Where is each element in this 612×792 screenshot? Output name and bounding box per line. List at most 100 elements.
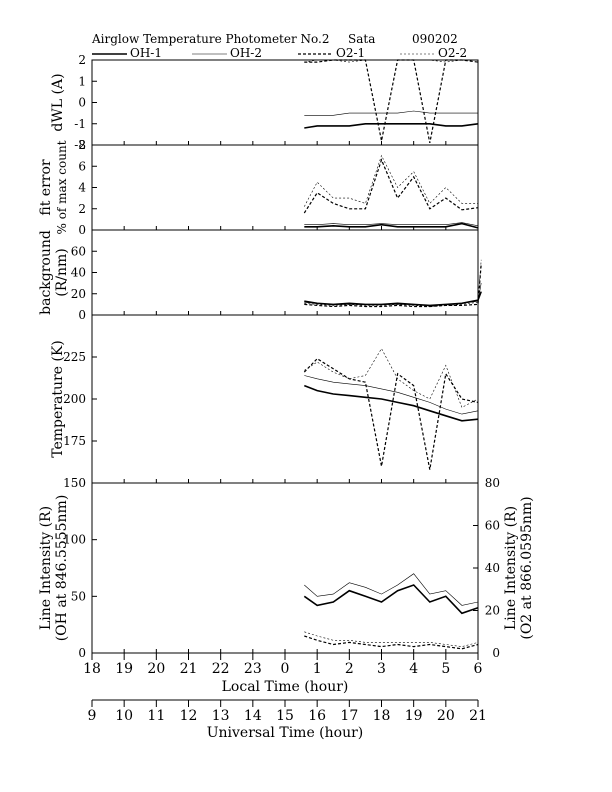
series-line-o2-2 [304, 347, 479, 408]
y-tick-label: 6 [78, 159, 86, 173]
series-line-oh-2 [304, 375, 479, 415]
series-line-oh-2 [304, 222, 479, 227]
y-tick-label: 0 [78, 308, 86, 322]
y-axis-label: Line Intensity (R) [38, 506, 54, 630]
y-tick-label: 50 [71, 589, 86, 603]
universal-time-tick-label: 17 [340, 708, 358, 724]
series-line-o2-1 [303, 158, 479, 214]
y-tick-label: 2 [78, 202, 86, 216]
y-axis-label: (R/nm) [54, 248, 70, 296]
series-line-o2-1 [304, 59, 479, 144]
legend-item: O2-2 [400, 46, 467, 60]
y-axis-label: % of max count [55, 140, 69, 234]
series-line-oh-1 [303, 584, 479, 615]
y-tick-label: 0 [78, 96, 86, 110]
y-right-tick-label: 20 [485, 604, 500, 618]
universal-time-tick-label: 20 [437, 708, 455, 724]
series-line-oh-1 [304, 291, 482, 307]
panel-frame [91, 314, 479, 484]
local-time-tick-label: 3 [377, 661, 386, 677]
universal-time-tick-label: 11 [147, 708, 165, 724]
legend-item: O2-1 [298, 46, 365, 60]
legend-label: OH-1 [130, 46, 162, 60]
legend-label: O2-1 [336, 46, 365, 60]
local-time-tick-label: 6 [474, 661, 483, 677]
y-tick-label: 8 [78, 138, 86, 152]
local-time-tick-label: 20 [147, 661, 165, 677]
local-time-tick-label: 2 [345, 661, 354, 677]
panel-frame [91, 482, 479, 654]
series-line-o2-2 [304, 59, 478, 63]
local-time-tick-label: 4 [409, 661, 418, 677]
legend-label: OH-2 [230, 46, 262, 60]
y-right-tick-label: 0 [492, 646, 500, 660]
local-time-tick-label: 5 [441, 661, 450, 677]
y-right-label: (O2 at 866.0595nm) [519, 496, 535, 639]
universal-time-tick-label: 14 [244, 708, 262, 724]
panel-frame [91, 144, 479, 231]
y-axis-label: (OH at 846.5555nm) [54, 495, 70, 642]
y-tick-label: 175 [63, 434, 86, 448]
universal-time-tick-label: 9 [88, 708, 97, 724]
series-line-oh-2 [304, 110, 478, 116]
y-axis-label: Temperature (K) [50, 340, 66, 458]
universal-time-tick-label: 18 [373, 708, 391, 724]
site-name: Sata [348, 32, 375, 46]
legend-item: OH-1 [92, 46, 162, 60]
y-tick-label: -1 [74, 117, 86, 131]
panel: 8 6 4 2 0 fit error% of max count [38, 138, 479, 237]
series-line-oh-2 [304, 283, 482, 306]
universal-time-label: Universal Time (hour) [207, 725, 364, 741]
local-time-tick-label: 0 [281, 661, 290, 677]
series-line-o2-2 [304, 259, 482, 307]
local-time-tick-label: 19 [115, 661, 133, 677]
y-tick-label: 200 [63, 392, 86, 406]
universal-time-tick-label: 10 [115, 708, 133, 724]
y-axis-label: background [38, 230, 54, 315]
local-time-tick-label: 18 [83, 661, 101, 677]
y-right-label: Line Intensity (R) [503, 506, 519, 630]
series-line-o2-2 [304, 154, 478, 207]
panel: 2 1 0 -1 -2 dWL (A) [50, 53, 479, 152]
y-tick-label: 4 [78, 181, 86, 195]
series-line-oh-1 [304, 222, 479, 229]
local-time-tick-label: 21 [180, 661, 198, 677]
y-tick-label: 60 [71, 244, 86, 258]
series-line-o2-1 [304, 635, 479, 650]
y-tick-label: 40 [71, 266, 86, 280]
chart-header: Airglow Temperature Photometer No.2 Sata… [91, 32, 458, 46]
y-tick-label: 225 [63, 350, 86, 364]
chart-title: Airglow Temperature Photometer No.2 [91, 32, 330, 46]
y-tick-label: 1 [78, 74, 86, 88]
series-line-o2-1 [304, 263, 482, 308]
universal-time-tick-label: 19 [405, 708, 423, 724]
universal-time-tick-label: 16 [308, 708, 326, 724]
universal-time-tick-label: 15 [276, 708, 294, 724]
series-line-oh-2 [304, 573, 479, 606]
local-time-tick-label: 23 [244, 661, 262, 677]
y-tick-label: 0 [78, 223, 86, 237]
y-right-tick-label: 40 [485, 561, 500, 575]
local-time-tick-label: 22 [212, 661, 230, 677]
panel: 60 40 20 0 background (R/nm) [38, 229, 482, 322]
legend: OH-1 OH-2 O2-1 O2-2 [92, 46, 467, 60]
legend-label: O2-2 [438, 46, 467, 60]
y-axis-label: fit error [38, 159, 54, 216]
y-tick-label: 20 [71, 287, 86, 301]
local-time-label: Local Time (hour) [222, 679, 349, 695]
y-tick-label: 0 [78, 646, 86, 660]
y-axis-label: dWL (A) [50, 73, 66, 131]
series-line-oh-1 [304, 384, 479, 422]
y-tick-label: 100 [63, 533, 86, 547]
y-right-tick-label: 60 [485, 519, 500, 533]
y-tick-label: 150 [63, 476, 86, 490]
panel-frame [91, 229, 479, 316]
legend-item: OH-2 [192, 46, 262, 60]
local-time-tick-label: 1 [313, 661, 322, 677]
universal-time-tick-label: 12 [180, 708, 198, 724]
